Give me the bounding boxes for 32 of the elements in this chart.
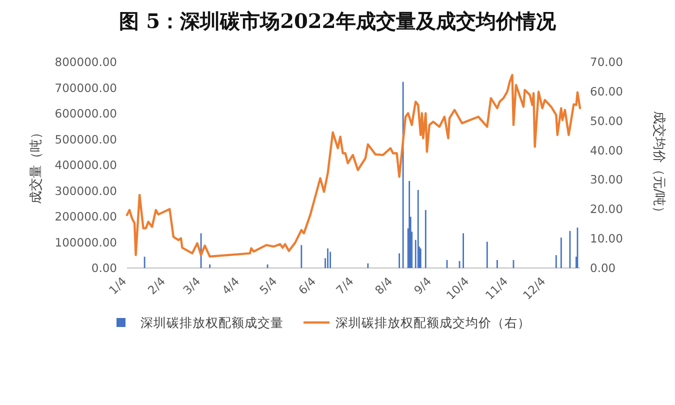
y-tick-label: 700000.00 bbox=[54, 80, 117, 95]
x-tick-label: 5/4 bbox=[256, 274, 280, 298]
x-tick-label: 4/4 bbox=[219, 274, 242, 298]
y-tick-label: 100000.00 bbox=[54, 235, 117, 250]
y2-tick-label: 20.00 bbox=[590, 202, 623, 216]
x-tick-label: 7/4 bbox=[333, 274, 356, 298]
y2-tick-label: 40.00 bbox=[590, 143, 623, 158]
y2-axis-title: 成交均价（元/吨） bbox=[651, 110, 667, 220]
y2-tick-label: 70.00 bbox=[590, 55, 623, 69]
y2-tick-label: 60.00 bbox=[590, 84, 623, 98]
y-tick-label: 300000.00 bbox=[54, 184, 117, 198]
y-tick-label: 600000.00 bbox=[54, 106, 117, 120]
x-tick-label: 8/4 bbox=[372, 274, 396, 298]
y2-tick-label: 50.00 bbox=[590, 114, 623, 128]
y-tick-label: 0.00 bbox=[91, 261, 117, 275]
x-tick-label: 9/4 bbox=[411, 274, 434, 298]
x-tick-label: 6/4 bbox=[296, 274, 319, 298]
y-tick-label: 400000.00 bbox=[54, 158, 117, 172]
x-tick-label: 1/4 bbox=[106, 274, 130, 298]
y-tick-label: 800000.00 bbox=[54, 55, 117, 69]
chart-title: 图 5：深圳碳市场2022年成交量及成交均价情况 bbox=[119, 9, 557, 33]
x-tick-label: 2/4 bbox=[145, 274, 168, 298]
y2-tick-label: 30.00 bbox=[590, 172, 623, 187]
y-tick-label: 500000.00 bbox=[54, 132, 117, 146]
line-series bbox=[126, 74, 582, 258]
y-tick-label: 200000.00 bbox=[54, 210, 117, 224]
legend-label: 深圳碳排放权配额成交量 bbox=[140, 315, 284, 330]
legend-label: 深圳碳排放权配额成交均价（右） bbox=[336, 315, 530, 330]
y2-tick-label: 10.00 bbox=[590, 232, 623, 246]
y2-tick-label: 0.00 bbox=[590, 261, 616, 275]
y-axis-title: 成交量（吨） bbox=[28, 126, 44, 204]
x-tick-label: 3/4 bbox=[180, 274, 204, 298]
